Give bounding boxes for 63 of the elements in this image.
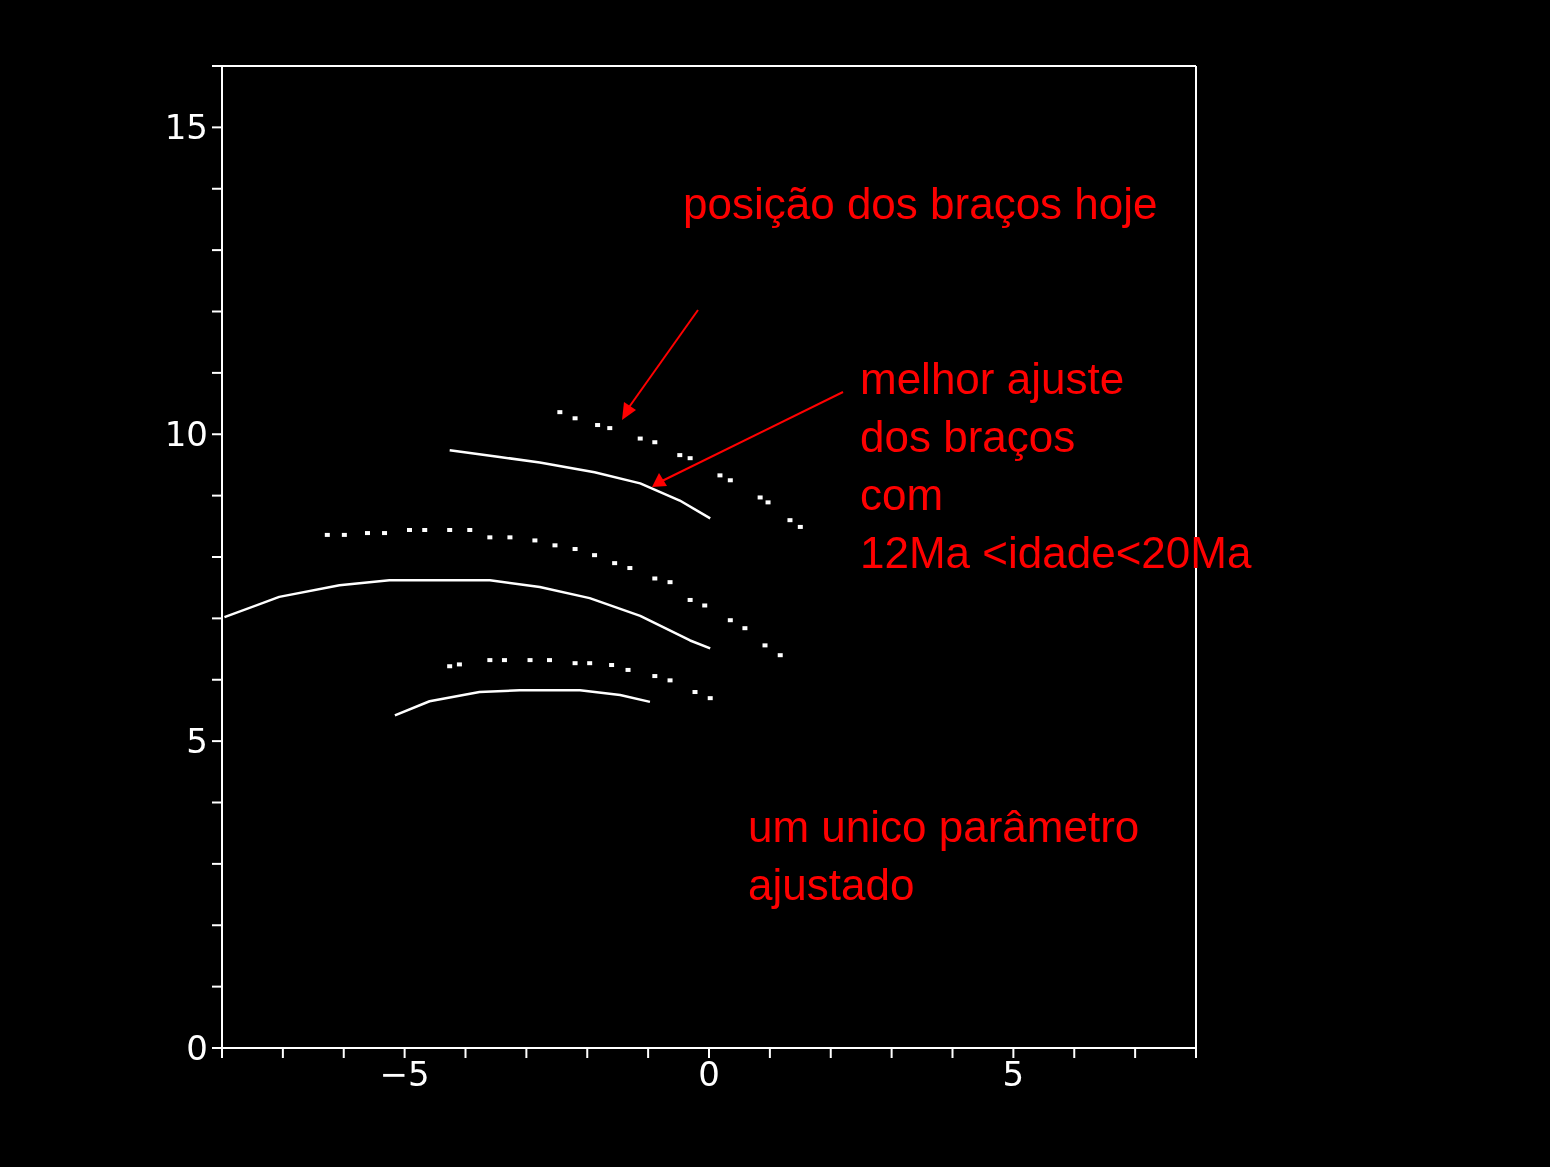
point <box>422 528 428 532</box>
point <box>727 478 733 483</box>
point <box>742 626 748 631</box>
point <box>572 547 578 552</box>
x-tick-label: −5 <box>379 1054 430 1095</box>
point <box>607 426 613 431</box>
point <box>532 538 538 543</box>
point <box>687 597 693 602</box>
y-tick-label: 15 <box>164 107 208 148</box>
x-tick-label: 0 <box>698 1054 720 1095</box>
point <box>717 473 723 478</box>
point <box>341 532 347 537</box>
point <box>625 667 631 672</box>
y-tick-label: 5 <box>186 721 208 762</box>
point <box>652 576 658 581</box>
point <box>692 690 698 695</box>
point <box>487 658 493 663</box>
point <box>777 653 783 658</box>
point <box>707 696 713 701</box>
point <box>364 531 370 536</box>
point <box>557 410 563 415</box>
y-tick-label: 10 <box>164 414 208 455</box>
point <box>637 436 643 441</box>
point <box>552 543 558 548</box>
point <box>587 661 593 666</box>
point <box>324 532 330 537</box>
point <box>447 528 453 532</box>
point <box>667 678 673 683</box>
point <box>447 664 453 669</box>
point <box>407 528 412 532</box>
point <box>627 566 633 571</box>
point <box>652 440 658 445</box>
point <box>727 618 733 623</box>
y-tick-label: 0 <box>186 1028 208 1069</box>
point <box>667 580 673 585</box>
point <box>501 658 507 663</box>
point <box>652 674 658 679</box>
point <box>592 553 598 558</box>
point <box>527 658 533 663</box>
annotation: um unico parâmetro ajustado <box>748 801 1140 911</box>
point <box>702 603 708 608</box>
point <box>507 535 513 540</box>
point <box>456 662 462 667</box>
point <box>595 423 601 428</box>
point <box>757 495 763 500</box>
point <box>612 561 618 566</box>
line-series <box>393 688 652 717</box>
annotation: posição dos braços hoje <box>683 178 1158 230</box>
point <box>609 663 615 668</box>
x-tick-label: 5 <box>1002 1054 1025 1095</box>
point <box>765 500 771 505</box>
point <box>467 528 473 532</box>
point <box>677 453 683 458</box>
point <box>487 535 493 540</box>
line-series <box>448 448 712 520</box>
point <box>572 416 578 421</box>
point <box>762 643 768 648</box>
point <box>572 661 578 666</box>
point <box>797 524 803 529</box>
point <box>382 531 388 536</box>
point <box>547 658 553 663</box>
point <box>787 518 793 523</box>
point <box>687 456 693 461</box>
